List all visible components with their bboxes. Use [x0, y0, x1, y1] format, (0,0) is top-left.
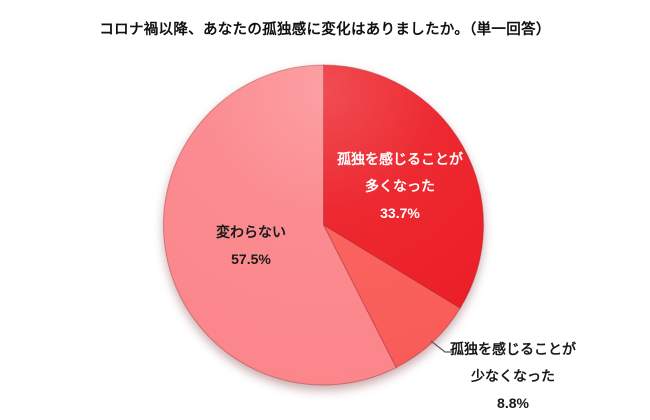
slice-label-text: 孤独を感じることが [337, 151, 463, 167]
slice-label-unchanged: 変わらない 57.5% [216, 219, 286, 273]
slice-label-text: 少なくなった [471, 368, 555, 384]
slice-label-text: 孤独を感じることが [450, 341, 576, 357]
slice-label-increased: 孤独を感じることが 多くなった 33.7% [337, 146, 463, 227]
chart-title: コロナ禍以降、あなたの孤独感に変化はありましたか。（単一回答） [99, 22, 551, 38]
pie-gloss-highlight [163, 65, 484, 385]
slice-label-decreased: 孤独を感じることが 少なくなった 8.8% [450, 336, 576, 417]
slice-label-text: 変わらない [216, 224, 286, 240]
slice-percentage: 33.7% [380, 205, 420, 221]
slice-label-text: 多くなった [365, 178, 435, 194]
slice-percentage: 57.5% [231, 251, 271, 267]
slice-percentage: 8.8% [497, 395, 529, 411]
leader-line-decreased [430, 340, 453, 353]
